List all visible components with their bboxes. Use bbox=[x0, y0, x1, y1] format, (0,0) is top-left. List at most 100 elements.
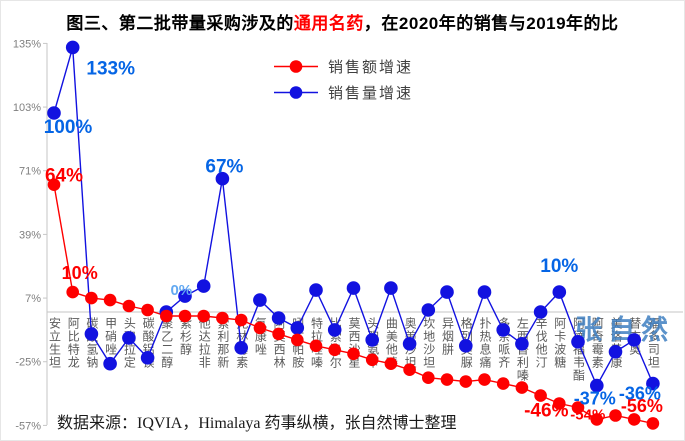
chart-title-highlight: 通用名药 bbox=[293, 14, 364, 33]
sales-volume-point bbox=[365, 333, 380, 347]
sales-value-point bbox=[459, 375, 473, 388]
sales-volume-point bbox=[440, 285, 454, 299]
category-label: 辛伐他汀 bbox=[534, 317, 549, 369]
sales-volume-point bbox=[47, 106, 61, 120]
category-label: 安立生坦 bbox=[47, 317, 62, 369]
sales-volume-point bbox=[515, 337, 529, 351]
y-axis-tick-label: 39% bbox=[19, 229, 41, 241]
sales-volume-point bbox=[346, 281, 361, 295]
sales-value-point bbox=[403, 363, 416, 377]
y-axis-tick-label: 71% bbox=[19, 166, 41, 178]
category-label: 阿奇霉素 bbox=[590, 317, 605, 369]
sales-value-point bbox=[571, 401, 585, 414]
category-label: 异烟肼 bbox=[440, 317, 455, 356]
point-label: -36% bbox=[619, 383, 661, 403]
source-note: 数据来源：IQVIA，Himalaya 药事纵横，张自然博士整理 bbox=[57, 415, 457, 432]
point-label: -54% bbox=[570, 406, 605, 423]
sales-value-point bbox=[609, 409, 622, 422]
sales-volume-point bbox=[271, 311, 286, 325]
sales-volume-point bbox=[496, 323, 511, 337]
y-axis-tick-label: 103% bbox=[13, 102, 41, 114]
chart-title-prefix: 图三、第二批带量采购涉及的 bbox=[66, 14, 294, 33]
legend-label-sales-value: 销售额增速 bbox=[328, 58, 414, 76]
sales-volume-point bbox=[552, 285, 567, 299]
y-axis-tick-label: 7% bbox=[25, 293, 41, 305]
category-label: 紫杉醇 bbox=[178, 317, 193, 356]
sales-volume-point bbox=[571, 335, 585, 349]
point-label: 67% bbox=[205, 157, 243, 178]
point-label: 100% bbox=[44, 117, 93, 138]
sales-value-point bbox=[422, 371, 435, 385]
point-label: 10% bbox=[540, 256, 578, 277]
sales-volume-point bbox=[402, 337, 417, 351]
legend-item-sales-value: 销售额增速 bbox=[273, 53, 413, 79]
sales-value-point bbox=[291, 333, 304, 347]
sales-value-point bbox=[365, 353, 379, 367]
legend-label-sales-volume: 销售量增速 bbox=[328, 84, 414, 102]
sales-value-point bbox=[160, 309, 173, 323]
point-label: 133% bbox=[86, 58, 135, 79]
category-label: 扑热息痛 bbox=[478, 317, 492, 369]
sales-value-point bbox=[234, 313, 248, 327]
sales-volume-point bbox=[477, 285, 492, 299]
sales-value-point bbox=[178, 309, 192, 323]
category-label: 福多司坦 bbox=[646, 317, 661, 369]
sales-volume-point bbox=[608, 345, 623, 359]
category-label: 曲美他嗪 bbox=[384, 317, 399, 369]
sales-volume-point bbox=[533, 305, 548, 319]
sales-value-point bbox=[627, 413, 641, 426]
sales-volume-point bbox=[327, 323, 342, 337]
sales-volume-point bbox=[65, 40, 80, 55]
category-label: 阿比特龙 bbox=[66, 317, 81, 369]
sales-value-point bbox=[534, 389, 547, 402]
sales-value-point bbox=[496, 377, 510, 390]
sales-volume-point bbox=[140, 351, 155, 365]
legend-marker-red-icon bbox=[274, 59, 318, 73]
sales-value-point bbox=[197, 309, 210, 323]
sales-value-point bbox=[141, 303, 154, 317]
sales-value-point bbox=[515, 381, 529, 394]
sales-value-point bbox=[478, 373, 491, 386]
sales-volume-point bbox=[627, 333, 641, 347]
point-label: -37% bbox=[574, 388, 616, 408]
sales-volume-point bbox=[646, 376, 660, 391]
sales-volume-point bbox=[103, 356, 117, 371]
sales-value-point bbox=[216, 311, 229, 325]
point-label: 0% bbox=[170, 282, 192, 299]
sales-volume-point bbox=[590, 378, 604, 393]
sales-value-point bbox=[384, 357, 398, 371]
category-label: 聚乙二醇 bbox=[159, 317, 174, 369]
category-label: 索利那新 bbox=[215, 317, 230, 369]
sales-value-point bbox=[47, 178, 61, 191]
sales-value-point bbox=[309, 339, 323, 353]
sales-value-point bbox=[590, 413, 604, 426]
category-label: 阿卡波糖 bbox=[552, 317, 567, 369]
point-label: 10% bbox=[62, 263, 98, 283]
sales-value-point bbox=[66, 285, 79, 299]
y-axis-tick-label: -25% bbox=[15, 357, 41, 369]
sales-volume-point bbox=[290, 321, 305, 335]
sales-value-point bbox=[253, 321, 267, 335]
sales-volume-point bbox=[215, 171, 230, 186]
sales-volume-point bbox=[253, 293, 267, 307]
legend-marker-blue-icon bbox=[274, 85, 318, 99]
sales-value-point bbox=[646, 417, 660, 430]
sales-volume-point bbox=[196, 279, 211, 293]
legend-item-sales-volume: 销售量增速 bbox=[273, 79, 413, 105]
sales-volume-point bbox=[122, 331, 136, 345]
sales-value-point bbox=[122, 299, 136, 313]
category-label: 甲硝唑 bbox=[103, 317, 118, 356]
sales-value-point bbox=[440, 373, 454, 386]
category-label: 他达拉非 bbox=[197, 317, 212, 369]
sales-value-point bbox=[103, 293, 117, 307]
y-axis-tick-label: 135% bbox=[13, 38, 41, 50]
sales-value-point bbox=[85, 291, 98, 305]
sales-volume-point bbox=[84, 327, 99, 341]
category-label: 坎地沙坦 bbox=[421, 317, 436, 369]
sales-volume-point bbox=[384, 281, 398, 295]
chart-legend: 销售额增速 销售量增速 bbox=[273, 53, 413, 105]
sales-volume-point bbox=[309, 283, 323, 297]
sales-value-point bbox=[328, 343, 342, 357]
